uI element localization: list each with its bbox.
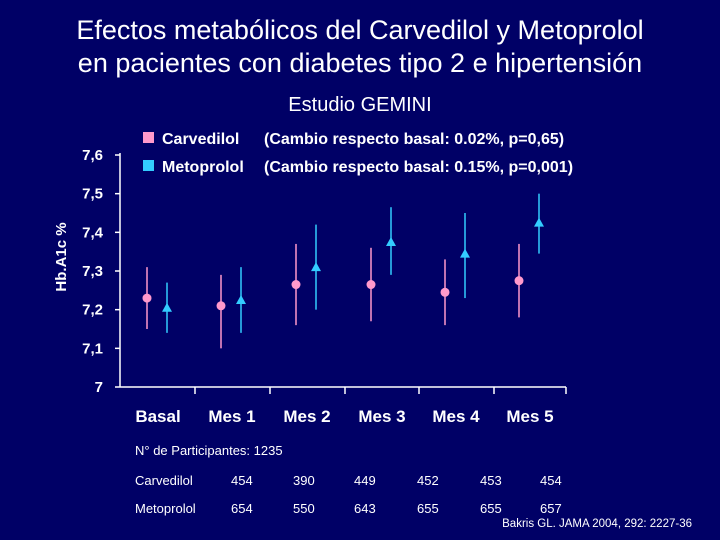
y-tick-label: 7,1 [82, 340, 103, 357]
y-tick-label: 7,6 [82, 147, 103, 164]
y-axis-label: Hb.A1c % [53, 222, 70, 291]
data-point-circle [216, 301, 226, 311]
y-tick-label: 7 [95, 379, 103, 396]
participants-cell: 452 [417, 473, 439, 488]
y-tick-label: 7,2 [82, 302, 103, 319]
legend-annotation: (Cambio respecto basal: 0.15%, p=0,001) [264, 159, 573, 176]
participants-cell: 454 [540, 473, 562, 488]
participants-row-label: Carvedilol [135, 473, 193, 488]
data-point-circle [514, 276, 524, 286]
x-category-label: Mes 4 [432, 407, 480, 426]
data-point-circle [291, 280, 301, 290]
participants-row-label: Metoprolol [135, 501, 196, 516]
data-point-circle [440, 287, 450, 297]
legend-label: Metoprolol [162, 159, 244, 176]
participants-heading: N° de Participantes: 1235 [135, 443, 283, 458]
y-tick-label: 7,3 [82, 263, 103, 280]
participants-table: N° de Participantes: 1235 Carvedilol 454… [135, 443, 720, 529]
slide-title: Efectos metabólicos del Carvedilol y Met… [0, 14, 720, 80]
participants-cell: 454 [231, 473, 253, 488]
participants-row-metoprolol: Metoprolol 654 550 643 655 655 657 [135, 501, 720, 529]
x-category-label: Basal [135, 407, 180, 426]
x-category-label: Mes 2 [283, 407, 330, 426]
participants-cell: 449 [354, 473, 376, 488]
participants-cell: 453 [480, 473, 502, 488]
participants-cell: 390 [293, 473, 315, 488]
x-category-label: Mes 1 [208, 407, 255, 426]
citation: Bakris GL. JAMA 2004, 292: 2227-36 [502, 518, 692, 530]
y-tick-label: 7,4 [82, 224, 104, 241]
participants-cell: 655 [480, 501, 502, 516]
data-point-triangle [460, 248, 470, 258]
data-point-circle [366, 280, 376, 290]
legend-label: Carvedilol [162, 131, 239, 148]
participants-cell: 655 [417, 501, 439, 516]
participants-cell: 657 [540, 501, 562, 516]
data-point-circle [142, 293, 152, 303]
x-category-label: Mes 3 [358, 407, 405, 426]
y-tick-label: 7,5 [82, 186, 103, 203]
legend-swatch [143, 160, 154, 171]
data-point-triangle [534, 217, 544, 227]
x-category-label: Mes 5 [506, 407, 553, 426]
data-point-triangle [311, 262, 321, 272]
legend-swatch [143, 132, 154, 143]
title-line-1: Efectos metabólicos del Carvedilol y Met… [76, 15, 644, 45]
participants-cell: 550 [293, 501, 315, 516]
participants-cell: 643 [354, 501, 376, 516]
data-point-triangle [386, 237, 396, 246]
participants-cell: 654 [231, 501, 253, 516]
participants-row-carvedilol: Carvedilol 454 390 449 452 453 454 [135, 473, 720, 501]
data-point-triangle [236, 295, 246, 304]
data-point-triangle [162, 302, 172, 312]
title-line-2: en pacientes con diabetes tipo 2 e hiper… [77, 48, 643, 78]
legend-annotation: (Cambio respecto basal: 0.02%, p=0,65) [264, 131, 564, 148]
study-subtitle: Estudio GEMINI [288, 94, 432, 116]
